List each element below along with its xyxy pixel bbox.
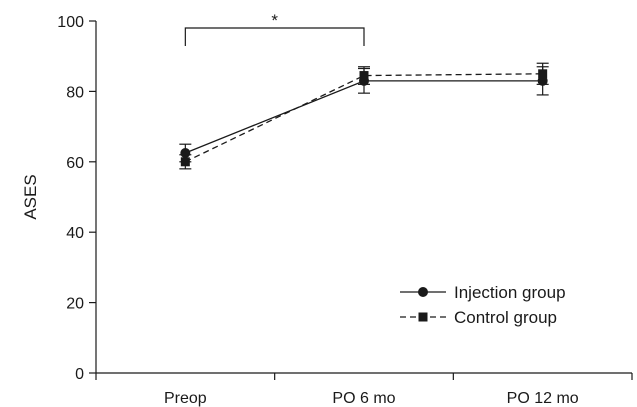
y-tick-label-40: 40	[66, 225, 84, 242]
y-axis-title: ASES	[21, 174, 40, 219]
significance-bracket	[184, 27, 365, 46]
legend-label: Control group	[454, 308, 557, 327]
significance-star: *	[271, 11, 278, 30]
x-tick-label-0: Preop	[164, 390, 207, 407]
x-ticks: Preop PO 6 mo PO 12 mo	[95, 373, 633, 407]
x-tick-label-1: PO 6 mo	[332, 390, 395, 407]
legend-swatch-marker	[418, 287, 428, 297]
y-tick-label-20: 20	[66, 296, 84, 313]
y-tick-label-80: 80	[66, 84, 84, 101]
legend-item-0: Injection group	[400, 283, 566, 302]
data-point	[359, 71, 369, 81]
significance-annotation: *	[184, 11, 365, 46]
data-point	[180, 148, 191, 158]
y-tick-label-60: 60	[66, 155, 84, 172]
series-layer	[179, 62, 549, 170]
series-control	[179, 62, 549, 170]
y-tick-label-0: 0	[75, 366, 84, 383]
data-point	[180, 157, 190, 167]
legend: Injection group Control group	[400, 283, 566, 327]
y-tick-label-100: 100	[57, 14, 84, 31]
y-ticks: 0 20 40 60 80 100	[57, 14, 96, 383]
legend-swatch-marker	[418, 312, 428, 322]
x-tick-label-2: PO 12 mo	[507, 390, 579, 407]
data-point	[538, 69, 548, 79]
x-axis: Preop PO 6 mo PO 12 mo	[95, 372, 633, 407]
legend-item-1: Control group	[400, 308, 557, 327]
legend-label: Injection group	[454, 283, 566, 302]
y-axis: 0 20 40 60 80 100	[57, 14, 97, 383]
